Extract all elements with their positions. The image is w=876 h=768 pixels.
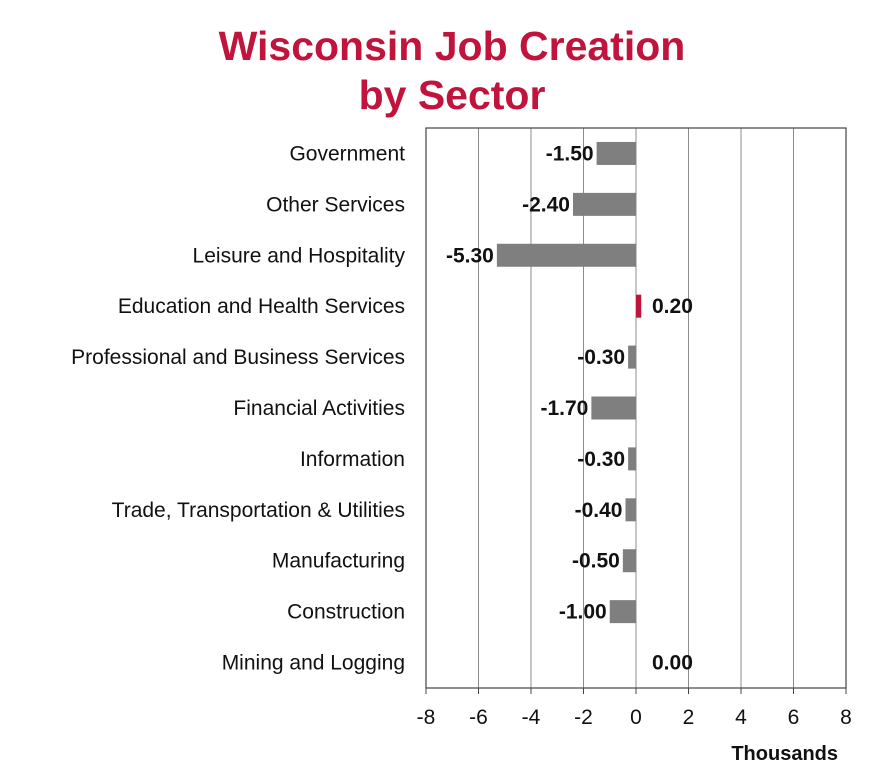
category-label: Financial Activities <box>233 397 405 420</box>
category-labels: Government Other Services Leisure and Hosp… <box>71 142 405 674</box>
data-label: -0.30 <box>577 346 625 369</box>
x-tick-label: -8 <box>417 706 436 729</box>
bar <box>496 243 636 267</box>
bar <box>596 141 636 165</box>
x-tick-label: 8 <box>840 706 852 729</box>
data-label: -0.30 <box>577 448 625 471</box>
data-labels: -1.50 -2.40 -5.30 0.20 -0.30 -1.70 -0.30 -0.40 -… <box>446 142 693 674</box>
data-label: 0.00 <box>652 652 693 675</box>
data-label: 0.20 <box>652 295 693 318</box>
x-tick-labels: -8 -6 -4 -2 0 2 4 6 8 <box>417 706 852 729</box>
x-tick-label: 0 <box>630 706 642 729</box>
category-label: Construction <box>287 601 405 624</box>
category-label: Mining and Logging <box>222 652 405 675</box>
chart-title: Wisconsin Job Creation <box>219 23 686 69</box>
data-label: -1.70 <box>541 397 589 420</box>
x-tick-label: -6 <box>469 706 488 729</box>
category-label: Education and Health Services <box>118 295 405 318</box>
plot-border <box>425 127 847 689</box>
data-label: -5.30 <box>446 244 494 267</box>
bar <box>628 447 636 471</box>
bar <box>636 294 642 318</box>
data-label: -0.50 <box>572 550 620 573</box>
category-label: Professional and Business Services <box>71 346 405 369</box>
x-axis-title: Thousands <box>731 743 838 765</box>
chart-subtitle: by Sector <box>359 72 546 118</box>
data-label: -2.40 <box>522 193 570 216</box>
category-label: Trade, Transportation & Utilities <box>112 499 405 522</box>
category-label: Other Services <box>266 193 405 216</box>
bar <box>591 396 636 420</box>
category-label: Manufacturing <box>272 550 405 573</box>
bar <box>622 549 636 573</box>
category-label: Information <box>300 448 405 471</box>
category-label: Leisure and Hospitality <box>193 244 406 267</box>
plot-frame <box>425 127 847 689</box>
bar <box>609 600 636 624</box>
bar <box>628 345 636 369</box>
x-tick-label: -2 <box>574 706 593 729</box>
data-label: -1.00 <box>559 601 607 624</box>
bars <box>496 141 642 624</box>
data-label: -0.40 <box>575 499 623 522</box>
bar <box>625 498 636 522</box>
x-tick-label: 2 <box>683 706 695 729</box>
category-label: Government <box>289 142 405 165</box>
bar <box>573 192 636 216</box>
x-tick-label: 4 <box>735 706 747 729</box>
x-tick-label: -4 <box>522 706 541 729</box>
data-label: -1.50 <box>546 142 594 165</box>
x-tick-label: 6 <box>788 706 800 729</box>
